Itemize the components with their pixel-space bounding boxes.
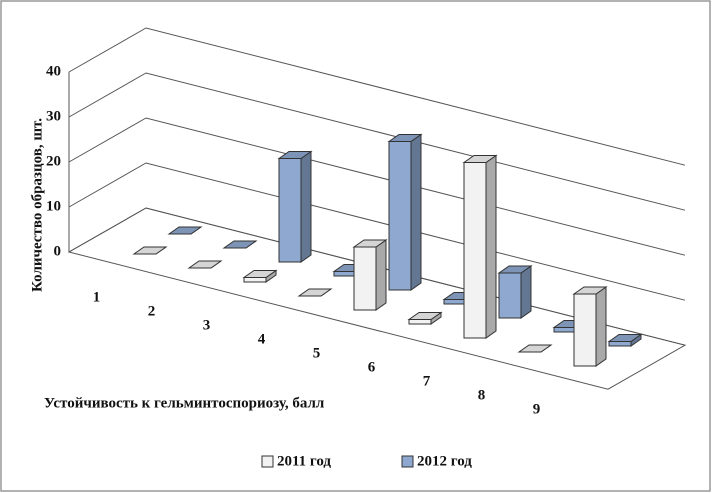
bar-front [573, 293, 597, 367]
bar-top [297, 288, 333, 297]
y-tick-label: 30 [46, 108, 61, 124]
bar-front [333, 271, 357, 277]
y-tick-label: 20 [46, 153, 61, 169]
y-tick-label: 40 [46, 63, 61, 79]
bar-front [498, 272, 522, 319]
legend-label: 2011 год [277, 453, 331, 469]
bar [187, 260, 223, 269]
bar-side [595, 286, 607, 367]
x-tick-label: 5 [313, 345, 321, 361]
legend-swatch [261, 455, 274, 468]
bar-front [353, 246, 377, 311]
x-tick-label: 1 [93, 289, 101, 305]
bar-front [408, 319, 432, 325]
bar-top [242, 270, 278, 278]
bar [407, 311, 443, 325]
legend-swatch [401, 455, 414, 468]
bar [277, 150, 313, 263]
bar [297, 288, 333, 297]
y-axis-title: Количество образцов, шт. [29, 118, 45, 292]
bar [352, 239, 388, 311]
bar-front [553, 327, 577, 333]
x-tick-label: 7 [423, 373, 431, 389]
bar [167, 226, 203, 235]
y-tick-label: 0 [54, 243, 62, 259]
bar-side [410, 133, 422, 291]
x-tick-label: 2 [148, 303, 156, 319]
bar [387, 133, 423, 291]
bar-top [222, 240, 258, 249]
bar [462, 154, 498, 339]
bar-top [607, 334, 643, 342]
bar-top [187, 260, 223, 269]
x-tick-label: 4 [258, 331, 266, 347]
grid-line [68, 27, 686, 166]
bar-front [278, 158, 302, 263]
bar [497, 265, 533, 319]
bar-front [608, 341, 632, 347]
bar-front [463, 162, 487, 339]
bar-side [485, 154, 497, 339]
bar-top [497, 265, 533, 274]
x-tick-label: 3 [203, 317, 211, 333]
bar [607, 333, 643, 347]
bar-front [243, 277, 267, 283]
grid-line [68, 72, 686, 211]
bar-side [520, 265, 532, 319]
x-tick-label: 6 [368, 359, 376, 375]
bar-top [572, 286, 608, 295]
bar-top [407, 312, 443, 320]
bar-top [387, 134, 423, 142]
bar-top [167, 226, 203, 235]
bar [572, 286, 608, 367]
bar-front [443, 299, 467, 305]
x-tick-label: 9 [533, 401, 541, 417]
bar-top [352, 239, 388, 248]
bar [242, 269, 278, 283]
bar-top [517, 344, 553, 353]
x-axis-title: Устойчивость к гельминтоспориозу, балл [44, 395, 325, 411]
grid-line [68, 117, 686, 256]
x-tick-label: 8 [478, 387, 486, 403]
y-tick-label: 10 [46, 198, 61, 214]
bar-side [375, 239, 387, 311]
legend-label: 2012 год [417, 453, 472, 469]
grid-line [68, 162, 686, 301]
bar [222, 240, 258, 249]
bar [517, 344, 553, 353]
bar-top [277, 151, 313, 159]
bar-side [300, 150, 312, 263]
bar [132, 246, 168, 255]
bar-top [132, 246, 168, 255]
bar-top [462, 155, 498, 163]
bar-front [388, 141, 412, 291]
